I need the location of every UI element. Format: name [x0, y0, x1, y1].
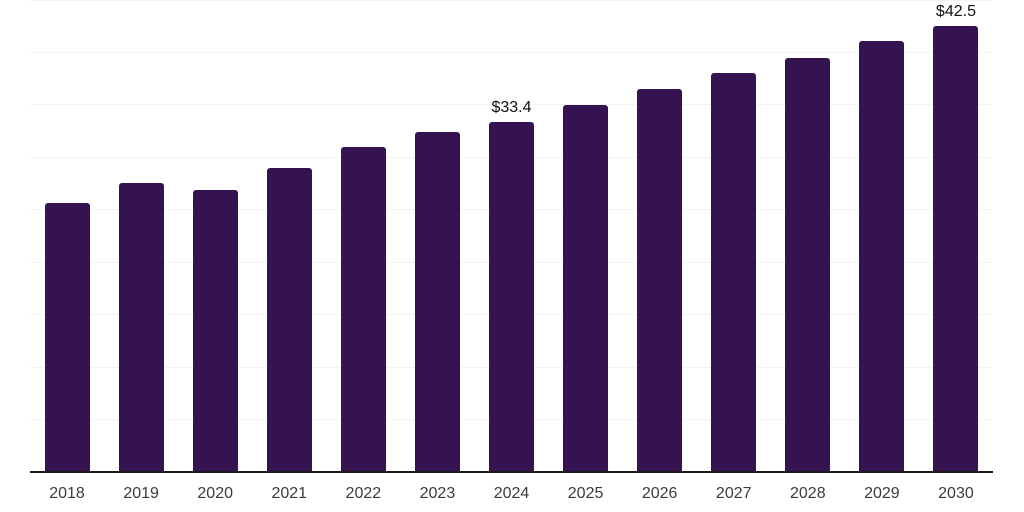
- gridline-45: [30, 0, 993, 1]
- data-label-2024: $33.4: [491, 98, 532, 116]
- x-tick-label-2020: 2020: [197, 485, 233, 502]
- x-tick-label-2027: 2027: [715, 485, 752, 502]
- bar-2019: [118, 182, 164, 472]
- x-tick-label-2030: 2030: [938, 485, 974, 502]
- x-tick-label-2022: 2022: [345, 485, 382, 502]
- bar-2022: [340, 146, 386, 472]
- bar-2018: [44, 203, 90, 472]
- bar-2029: [859, 40, 905, 472]
- x-tick-label-2019: 2019: [123, 485, 159, 502]
- x-tick-label-2029: 2029: [864, 485, 900, 502]
- x-tick-label-2024: 2024: [493, 485, 530, 502]
- bar-2021: [266, 167, 312, 472]
- data-label-2030: $42.5: [935, 3, 976, 21]
- x-tick-label-2023: 2023: [419, 485, 456, 502]
- bar-2028: [785, 57, 831, 472]
- bar-2030: [933, 26, 979, 472]
- gridline-40: [30, 51, 993, 53]
- x-tick-label-2026: 2026: [641, 485, 678, 502]
- bar-2020: [192, 189, 238, 472]
- x-tick-label-2025: 2025: [567, 485, 604, 502]
- x-tick-label-2018: 2018: [49, 485, 85, 502]
- bar-2027: [711, 73, 757, 472]
- bar-2025: [563, 104, 609, 472]
- x-tick-label-2021: 2021: [271, 485, 308, 502]
- x-tick-label-2028: 2028: [790, 485, 826, 502]
- bar-2024: [489, 121, 534, 472]
- bar-2026: [637, 89, 683, 472]
- x-axis-line: [30, 471, 993, 473]
- gridline-35: [30, 104, 993, 106]
- bar-2023: [414, 132, 460, 472]
